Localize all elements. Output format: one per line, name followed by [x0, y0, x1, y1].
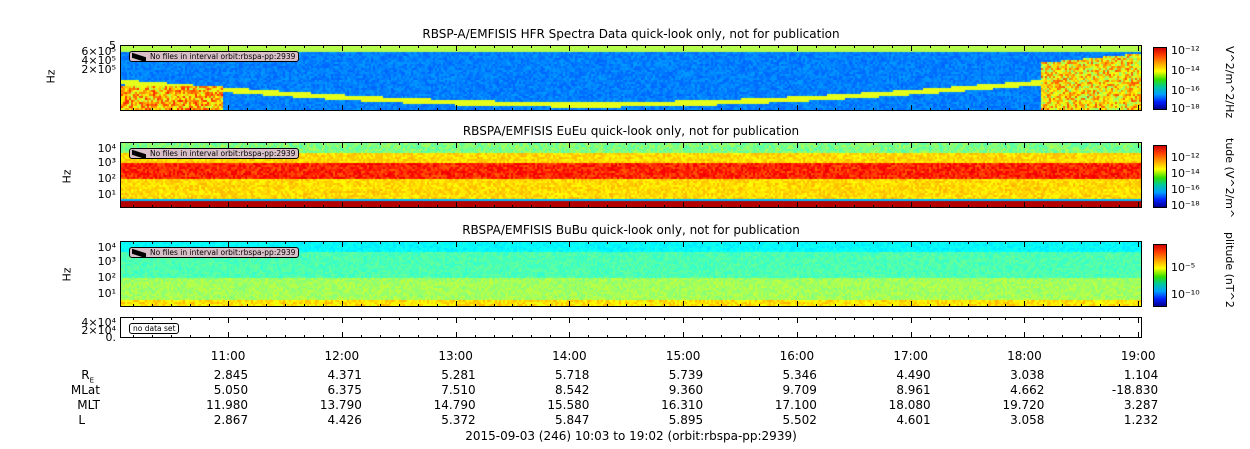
ephem-value: 11.980 [206, 398, 249, 412]
ephem-value: 9.709 [782, 383, 817, 397]
x-tick-label: 19:00 [1120, 349, 1156, 363]
ephem-label-r: RE [81, 368, 94, 385]
ephem-value: 4.426 [327, 413, 362, 427]
panel-1-ytick: 2×10⁵ [81, 63, 116, 76]
panel-2-no-files-note: No files in interval orbit:rbspa-pp:2939 [129, 148, 300, 159]
panel-3-colorbar-tick: 10⁻⁵ [1171, 261, 1196, 274]
ephem-value: 8.542 [555, 383, 590, 397]
x-tick-label: 14:00 [552, 349, 587, 363]
ephem-value: 5.281 [441, 368, 476, 382]
ephem-value: 3.287 [1123, 398, 1159, 412]
panel-1-colorbar-tick: 10⁻¹⁶ [1171, 84, 1200, 97]
panel-3-title: RBSPA/EMFISIS BuBu quick-look only, not … [462, 223, 800, 237]
ephem-label-mlat: MLat [70, 383, 100, 397]
panel-4-ytick: 0. [105, 331, 117, 344]
ephem-value: 5.372 [441, 413, 476, 427]
ephem-value: 5.847 [555, 413, 590, 427]
ephem-value: 3.058 [1010, 413, 1045, 427]
ephem-value: 16.310 [661, 398, 704, 412]
panel-2-colorbar [1153, 145, 1167, 208]
ephem-value: 4.490 [896, 368, 931, 382]
panel-2-ytick: 10¹ [97, 188, 116, 201]
ephem-value: 6.375 [327, 383, 362, 397]
panel-4-no-data-note: no data set [129, 323, 180, 334]
ephem-value: 17.100 [774, 398, 817, 412]
ephem-value: 1.104 [1123, 368, 1159, 382]
ephem-value: 5.739 [668, 368, 704, 382]
ephem-value: 2.867 [213, 413, 249, 427]
panel-3-colorbar-tick: 10⁻¹⁰ [1171, 288, 1200, 301]
panel-3-ytick: 10² [97, 271, 116, 284]
ephem-label-l: L [78, 413, 85, 427]
panel-2-spectrogram: No files in interval orbit:rbspa-pp:2939 [120, 142, 1142, 208]
panel-2-ytick: 10³ [97, 156, 116, 169]
x-tick-label: 15:00 [665, 349, 701, 363]
panel-3-colorbar [1153, 244, 1167, 307]
x-tick-label: 13:00 [438, 349, 473, 363]
ephem-value: 13.790 [319, 398, 362, 412]
ephem-value: 18.080 [888, 398, 931, 412]
ephem-value: 5.895 [668, 413, 704, 427]
panel-3-ytick: 10³ [97, 255, 116, 268]
panel-2-title: RBSPA/EMFISIS EuEu quick-look only, not … [462, 124, 800, 138]
ephem-value: 4.371 [327, 368, 362, 382]
ephem-value: 4.662 [1010, 383, 1045, 397]
ephem-value: 5.718 [555, 368, 590, 382]
panel-3-spectrogram: No files in interval orbit:rbspa-pp:2939 [120, 241, 1142, 307]
ephem-value: 5.502 [782, 413, 817, 427]
panel-4-ytick: 4×10⁴ [81, 316, 116, 329]
panel-1-ytick: 4×10⁵ [81, 54, 116, 67]
panel-1-no-files-note: No files in interval orbit:rbspa-pp:2939 [129, 51, 300, 62]
x-tick-label: 18:00 [1007, 349, 1042, 363]
panel-4-ytick: 2×10⁴ [81, 324, 116, 337]
panel-1-colorbar [1153, 47, 1167, 110]
panel-3-ytick: 10⁴ [97, 241, 116, 254]
panel-2-ytick: 10⁴ [97, 142, 116, 155]
panel-1-colorbar-tick: 10⁻¹⁴ [1171, 64, 1200, 77]
ephem-label-mlt: MLT [77, 398, 100, 412]
ephem-value: 15.580 [547, 398, 590, 412]
ephem-value: 7.510 [441, 383, 476, 397]
panel-3-no-files-note: No files in interval orbit:rbspa-pp:2939 [129, 247, 300, 258]
x-tick-label: 17:00 [893, 349, 928, 363]
ephem-value: 5.346 [782, 368, 817, 382]
ephem-value: 3.038 [1010, 368, 1045, 382]
x-tick-label: 12:00 [324, 349, 360, 363]
time-range-footer: 2015-09-03 (246) 10:03 to 19:02 (orbit:r… [465, 429, 797, 443]
panel-1-title: RBSP-A/EMFISIS HFR Spectra Data quick-lo… [422, 27, 840, 41]
ephem-value: 8.961 [896, 383, 931, 397]
ephem-value: -18.830 [1111, 383, 1159, 397]
panel-2-colorbar-tick: 10⁻¹⁸ [1171, 199, 1200, 212]
panel-2-colorbar-tick: 10⁻¹⁶ [1171, 183, 1200, 196]
x-tick-label: 16:00 [779, 349, 815, 363]
panel-1-ytick: 6×10⁵ [81, 45, 116, 58]
ephem-value: 14.790 [433, 398, 476, 412]
ephem-value: 5.050 [213, 383, 249, 397]
ephem-value: 2.845 [213, 368, 249, 382]
panel-4-plot: no data set [120, 317, 1142, 338]
panel-1-ytick-top: 5 [109, 39, 116, 52]
panel-2-ytick: 10² [97, 172, 116, 185]
ephem-value: 9.360 [668, 383, 704, 397]
panel-3-ytick: 10¹ [97, 287, 116, 300]
ephem-value: 19.720 [1002, 398, 1045, 412]
ephem-value: 4.601 [896, 413, 931, 427]
panel-1-colorbar-tick: 10⁻¹² [1171, 44, 1200, 57]
x-tick-label: 11:00 [210, 349, 246, 363]
panel-2-colorbar-tick: 10⁻¹² [1171, 151, 1200, 164]
ephem-value: 1.232 [1123, 413, 1159, 427]
panel-1-spectrogram: No files in interval orbit:rbspa-pp:2939 [120, 45, 1142, 111]
panel-2-colorbar-tick: 10⁻¹⁴ [1171, 167, 1200, 180]
panel-1-colorbar-tick: 10⁻¹⁸ [1171, 102, 1200, 115]
